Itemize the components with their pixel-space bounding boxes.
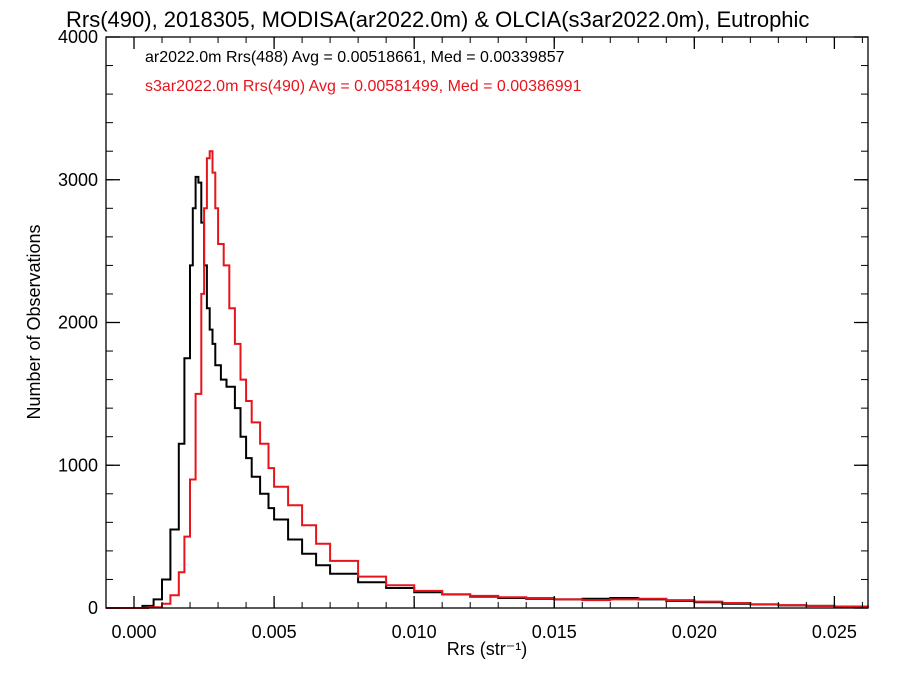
y-tick-label: 2000 bbox=[58, 313, 98, 333]
x-tick-label: 0.010 bbox=[392, 622, 437, 642]
series-red-histogram bbox=[106, 150, 869, 609]
x-tick-label: 0.015 bbox=[532, 622, 577, 642]
y-axis-label: Number of Observations bbox=[24, 224, 44, 419]
ticks-layer: 0.000 0.005 0.010 0.015 0.020 0.025 0 1000 2000 3… bbox=[58, 27, 868, 642]
chart-title: Rrs(490), 2018305, MODISA(ar2022.0m) & O… bbox=[66, 7, 809, 32]
plot-frame bbox=[105, 36, 869, 609]
x-tick-label: 0.000 bbox=[111, 622, 156, 642]
series-black-histogram bbox=[106, 175, 869, 609]
x-tick-label: 0.025 bbox=[812, 622, 857, 642]
legend-entry-red: s3ar2022.0m Rrs(490) Avg = 0.00581499, M… bbox=[145, 78, 582, 95]
y-tick-label: 1000 bbox=[58, 455, 98, 475]
y-tick-label: 4000 bbox=[58, 27, 98, 47]
x-axis-label: Rrs (str⁻¹) bbox=[447, 639, 527, 659]
y-tick-label: 0 bbox=[88, 598, 98, 618]
x-tick-label: 0.020 bbox=[672, 622, 717, 642]
legend: ar2022.0m Rrs(488) Avg = 0.00518661, Med… bbox=[145, 49, 582, 95]
y-tick-label: 3000 bbox=[58, 170, 98, 190]
x-tick-label: 0.005 bbox=[252, 622, 297, 642]
series-layer bbox=[106, 150, 869, 609]
legend-entry-black: ar2022.0m Rrs(488) Avg = 0.00518661, Med… bbox=[145, 49, 565, 66]
